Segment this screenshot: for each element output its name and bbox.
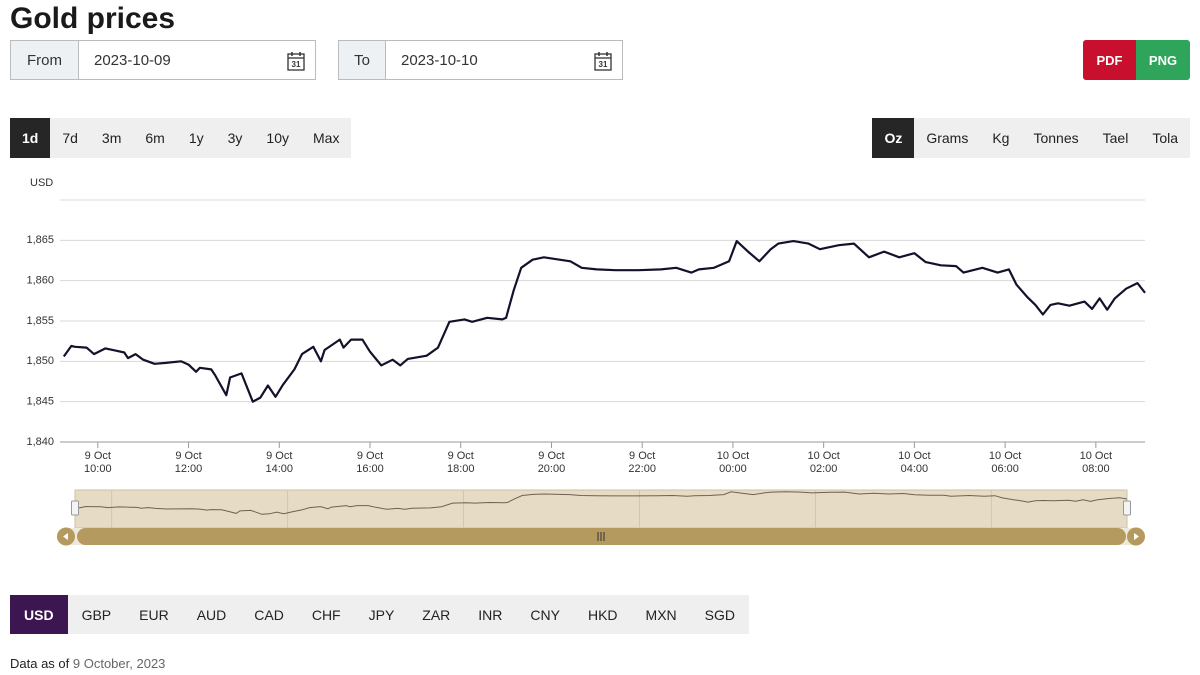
x-tick-label: 9 Oct 18:00	[446, 450, 475, 475]
x-tick-label: 10 Oct 06:00	[988, 450, 1022, 475]
to-date-field[interactable]: To 2023-10-10 31	[338, 40, 623, 80]
chart: USD 1,840 1,845 1,850 1,855 1,860 1,865	[26, 177, 1146, 546]
from-date-text: 2023-10-09	[94, 51, 171, 69]
unit-button[interactable]: Tonnes	[1033, 130, 1079, 146]
currency-button[interactable]: ZAR	[422, 606, 451, 623]
currency-button[interactable]: JPY	[368, 606, 395, 623]
y-tick-label: 1,845	[26, 396, 54, 408]
x-tick-label: 10 Oct 08:00	[1079, 450, 1113, 475]
x-tick-label: 9 Oct 12:00	[174, 450, 203, 475]
x-tick-label: 10 Oct 00:00	[716, 450, 750, 475]
to-date-text: 2023-10-10	[401, 51, 478, 69]
currency-button[interactable]: INR	[478, 606, 503, 623]
navigator-line	[78, 491, 1128, 515]
y-tick-label: 1,855	[26, 315, 54, 327]
currency-button[interactable]: HKD	[587, 606, 618, 623]
pdf-button[interactable]: PDF	[1083, 40, 1136, 80]
unit-button[interactable]: Tael	[1102, 130, 1129, 146]
unit-button[interactable]: Grams	[926, 130, 969, 146]
navigator-handle	[1123, 500, 1131, 516]
range-button[interactable]: 3y	[227, 130, 243, 146]
to-value[interactable]: 2023-10-10 31	[386, 41, 622, 79]
scroll-arrow	[63, 533, 68, 540]
x-tick-label: 9 Oct 22:00	[628, 450, 656, 475]
x-tick-label: 9 Oct 16:00	[356, 450, 384, 475]
calendar-day: 31	[599, 60, 608, 69]
range-button[interactable]: 1d	[10, 118, 51, 158]
currency-button[interactable]: CAD	[254, 606, 284, 623]
x-tick-label: 9 Oct 20:00	[537, 450, 566, 475]
calendar-day: 31	[292, 60, 301, 69]
y-tick-label: 1,865	[26, 234, 54, 246]
y-tick-label: 1,840	[26, 436, 54, 448]
y-axis-label: USD	[30, 177, 53, 189]
navigator-handle	[71, 500, 79, 516]
range-button[interactable]: 3m	[101, 130, 122, 146]
price-line	[62, 240, 1146, 403]
range-button[interactable]: 6m	[145, 130, 165, 146]
time-range-selector: 1d 7d 3m 6m 1y 3y 10y Max	[10, 118, 352, 158]
unit-button[interactable]: Kg	[992, 130, 1010, 146]
from-label: From	[11, 41, 79, 79]
page-title: Gold prices	[10, 2, 176, 35]
currency-button[interactable]: GBP	[81, 606, 112, 623]
x-tick-label: 9 Oct 14:00	[265, 450, 294, 475]
currency-button[interactable]: CHF	[311, 606, 341, 623]
currency-button[interactable]: MXN	[645, 606, 677, 623]
currency-selector: USD GBP EUR AUD CAD CHF JPY ZAR INR CNY HKD MXN SGD	[10, 595, 750, 634]
currency-button[interactable]: EUR	[139, 606, 169, 623]
unit-button[interactable]: Tola	[1152, 130, 1178, 146]
scroll-arrow	[1134, 533, 1139, 540]
png-button[interactable]: PNG	[1136, 40, 1190, 80]
from-value[interactable]: 2023-10-09 31	[79, 41, 315, 79]
range-button[interactable]: 7d	[62, 130, 78, 146]
calendar-icon[interactable]: 31	[287, 51, 305, 71]
to-label: To	[339, 41, 386, 79]
range-button[interactable]: Max	[313, 130, 340, 146]
y-tick-label: 1,860	[26, 275, 54, 287]
range-button[interactable]: 1y	[188, 130, 204, 146]
footer-date: 9 October, 2023	[72, 656, 166, 671]
range-button[interactable]: 10y	[266, 130, 289, 146]
currency-button[interactable]: USD	[10, 595, 68, 634]
currency-button[interactable]: AUD	[196, 606, 227, 623]
footer: Data as of 9 October, 2023	[10, 656, 165, 671]
x-tick-label: 10 Oct 04:00	[898, 450, 931, 475]
currency-button[interactable]: SGD	[704, 606, 736, 623]
x-tick-label: 10 Oct 02:00	[807, 450, 840, 475]
currency-button[interactable]: CNY	[530, 606, 560, 623]
footer-label: Data as of	[10, 656, 70, 671]
x-tick-label: 9 Oct 10:00	[84, 450, 112, 475]
from-date-field[interactable]: From 2023-10-09 31	[10, 40, 316, 80]
calendar-icon[interactable]: 31	[594, 51, 612, 71]
unit-selector: Oz Grams Kg Tonnes Tael Tola	[872, 118, 1190, 158]
y-tick-label: 1,850	[26, 355, 54, 367]
unit-button[interactable]: Oz	[872, 118, 915, 158]
